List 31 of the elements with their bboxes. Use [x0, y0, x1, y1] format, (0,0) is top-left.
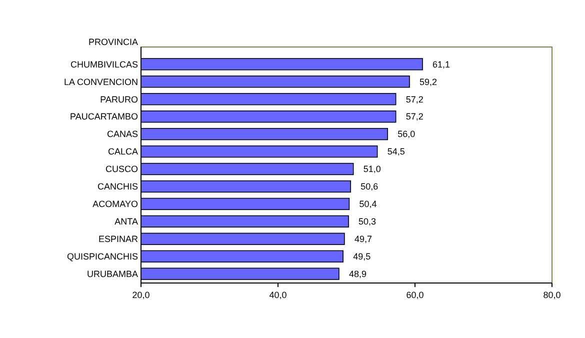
x-tick-label: 20,0 [132, 290, 150, 300]
x-tick-label: 80,0 [543, 290, 561, 300]
y-tick-label: ESPINAR [98, 234, 138, 244]
data-label: 49,7 [354, 234, 372, 244]
y-tick-label: URUBAMBA [86, 268, 138, 279]
y-tick-label: CUSCO [105, 164, 138, 174]
data-label: 56,0 [398, 129, 416, 140]
x-tick-label: 60,0 [406, 290, 424, 300]
y-tick-label: CALCA [108, 146, 138, 157]
data-label: 57,2 [406, 112, 424, 122]
data-label: 50,4 [359, 199, 377, 210]
y-tick-label: LA CONVENCION [64, 76, 138, 87]
y-tick-label: CANCHIS [97, 182, 138, 192]
data-label: 48,9 [348, 268, 366, 279]
y-tick-label: PAUCARTAMBO [70, 112, 138, 122]
y-tick-label: QUISPICANCHIS [66, 252, 138, 262]
y-tick-label: ACOMAYO [92, 199, 138, 210]
data-label: 51,0 [363, 164, 381, 174]
data-label: 50,3 [358, 216, 376, 227]
data-label: 61,1 [432, 59, 450, 70]
y-tick-label: CANAS [106, 129, 138, 140]
y-axis-title: PROVINCIA [88, 37, 138, 47]
y-tick-label: CHUMBIVILCAS [70, 59, 138, 70]
data-label: 50,6 [360, 182, 378, 192]
data-label: 59,2 [420, 76, 438, 87]
data-label: 54,5 [387, 146, 405, 157]
y-tick-label: ANTA [114, 216, 138, 227]
data-label: 49,5 [353, 252, 371, 262]
data-label: 57,2 [406, 94, 424, 104]
y-tick-label: PARURO [100, 94, 138, 104]
x-tick-label: 40,0 [269, 290, 287, 300]
